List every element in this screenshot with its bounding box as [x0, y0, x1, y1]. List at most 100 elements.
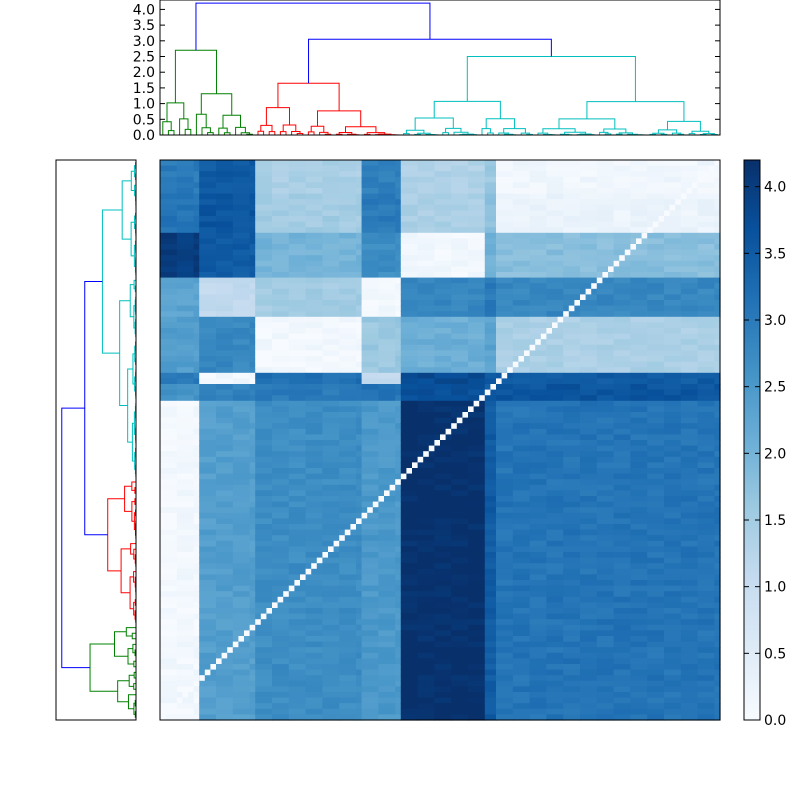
heatmap-cell	[305, 428, 323, 435]
heatmap-cell	[496, 501, 514, 508]
heatmap-cell	[361, 518, 379, 525]
heatmap-cell	[160, 636, 178, 643]
heatmap-cell	[288, 244, 307, 251]
heatmap-cell	[288, 496, 307, 503]
heatmap-cell	[496, 524, 514, 531]
heatmap-cell	[580, 641, 598, 648]
heatmap-cell	[378, 641, 396, 648]
heatmap-cell	[680, 384, 699, 391]
heatmap-cell	[232, 428, 251, 435]
heatmap-cell	[496, 647, 514, 654]
heatmap-cell	[451, 372, 469, 379]
heatmap-cell	[249, 496, 256, 503]
heatmap-cell	[176, 512, 195, 519]
heatmap-cell	[680, 199, 699, 206]
heatmap-cell	[160, 714, 178, 721]
heatmap-cell	[361, 445, 379, 452]
heatmap-cell	[417, 468, 435, 475]
heatmap-cell	[563, 686, 581, 693]
top-dendrogram-link	[671, 132, 682, 135]
heatmap-cell	[680, 255, 699, 262]
heatmap-cell	[714, 356, 721, 363]
heatmap-cell	[339, 484, 357, 491]
heatmap-cell	[356, 412, 363, 419]
heatmap-cell	[496, 356, 514, 363]
heatmap-cell	[272, 176, 290, 183]
heatmap-cell	[434, 501, 452, 508]
left-dendrogram-link	[130, 221, 135, 257]
heatmap-cell	[529, 395, 547, 402]
heatmap-cell	[322, 434, 340, 441]
heatmap-cell	[395, 574, 402, 581]
heatmap-cell	[199, 535, 217, 542]
heatmap-cell	[249, 260, 256, 267]
heatmap-cell	[339, 322, 357, 329]
heatmap-cell	[580, 568, 598, 575]
heatmap-cell	[484, 546, 497, 553]
heatmap-cell	[580, 574, 598, 581]
heatmap-cell	[199, 501, 217, 508]
heatmap-cell	[400, 675, 419, 682]
heatmap-cell	[249, 344, 256, 351]
heatmap-cell	[563, 501, 581, 508]
heatmap-cell	[378, 630, 396, 637]
heatmap-cell	[664, 428, 682, 435]
heatmap-cell	[249, 395, 256, 402]
left-dendrogram-link	[131, 632, 136, 640]
heatmap-cell	[378, 361, 396, 368]
heatmap-cell	[468, 473, 486, 480]
heatmap-cell	[596, 596, 615, 603]
heatmap-cell	[356, 692, 363, 699]
top-dendrogram-link	[260, 124, 273, 132]
heatmap-cell	[664, 434, 682, 441]
heatmap-cell	[378, 182, 396, 189]
heatmap-cell	[400, 423, 419, 430]
heatmap-cell	[361, 423, 379, 430]
heatmap-cell	[496, 602, 514, 609]
heatmap-cell	[417, 305, 435, 312]
heatmap-cell	[496, 216, 514, 223]
heatmap-cell	[395, 311, 402, 318]
heatmap-cell	[484, 602, 497, 609]
heatmap-cell	[400, 356, 419, 363]
heatmap-cell	[322, 283, 340, 290]
heatmap-cell	[680, 339, 699, 346]
heatmap-cell	[249, 484, 256, 491]
heatmap-cell	[272, 518, 290, 525]
heatmap-cell	[255, 238, 273, 245]
top-dendrogram-link	[466, 56, 636, 102]
heatmap-cell	[580, 563, 598, 570]
heatmap-cell	[305, 669, 323, 676]
heatmap-cell	[563, 636, 581, 643]
heatmap-cell	[451, 249, 469, 256]
heatmap-cell	[714, 512, 721, 519]
heatmap-cell	[193, 316, 200, 323]
heatmap-cell	[216, 160, 234, 167]
heatmap-cell	[361, 389, 379, 396]
heatmap-cell	[193, 384, 200, 391]
heatmap-cell	[361, 417, 379, 424]
heatmap-cell	[176, 456, 195, 463]
heatmap-cell	[400, 389, 419, 396]
heatmap-cell	[630, 344, 648, 351]
left-dendrogram-link	[101, 209, 123, 354]
heatmap-cell	[160, 680, 178, 687]
heatmap-cell	[193, 540, 200, 547]
heatmap-cell	[395, 367, 402, 374]
heatmap-cell	[193, 630, 200, 637]
heatmap-cell	[160, 305, 178, 312]
top-dendrogram-link	[652, 132, 665, 135]
heatmap-cell	[378, 227, 396, 234]
heatmap-cell	[580, 316, 598, 323]
heatmap-cell	[647, 244, 665, 251]
heatmap-cell	[255, 305, 273, 312]
heatmap-cell	[563, 529, 581, 536]
heatmap-cell	[361, 294, 379, 301]
heatmap-cell	[417, 199, 435, 206]
heatmap-cell	[647, 580, 665, 587]
heatmap-cell	[199, 333, 217, 340]
heatmap-cell	[563, 535, 581, 542]
heatmap-cell	[647, 361, 665, 368]
heatmap-cell	[361, 568, 379, 575]
heatmap-cell	[288, 546, 307, 553]
